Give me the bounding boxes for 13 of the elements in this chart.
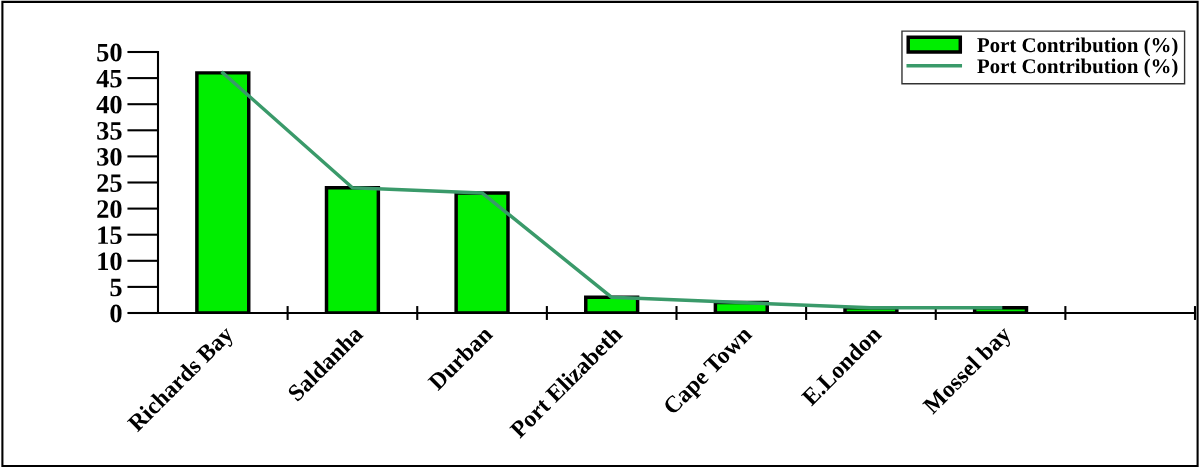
y-tick-label: 30 (97, 148, 122, 166)
y-tick-label: 35 (97, 121, 122, 140)
y-tick-label: 5 (110, 278, 122, 297)
y-tick-label: 20 (97, 200, 122, 219)
y-tick-label: 15 (98, 226, 122, 245)
y-tick-label: 40 (96, 95, 122, 114)
y-tick-label: 10 (98, 252, 122, 271)
y-tick-label: 45 (96, 69, 122, 88)
y-tick-label: 0 (110, 304, 122, 323)
legend-label: Port Contribution (%) (977, 58, 1178, 78)
legend-label: Port Contribution (%) (977, 37, 1178, 57)
y-tick-label: 50 (97, 43, 122, 62)
y-tick-label: 25 (97, 174, 122, 192)
